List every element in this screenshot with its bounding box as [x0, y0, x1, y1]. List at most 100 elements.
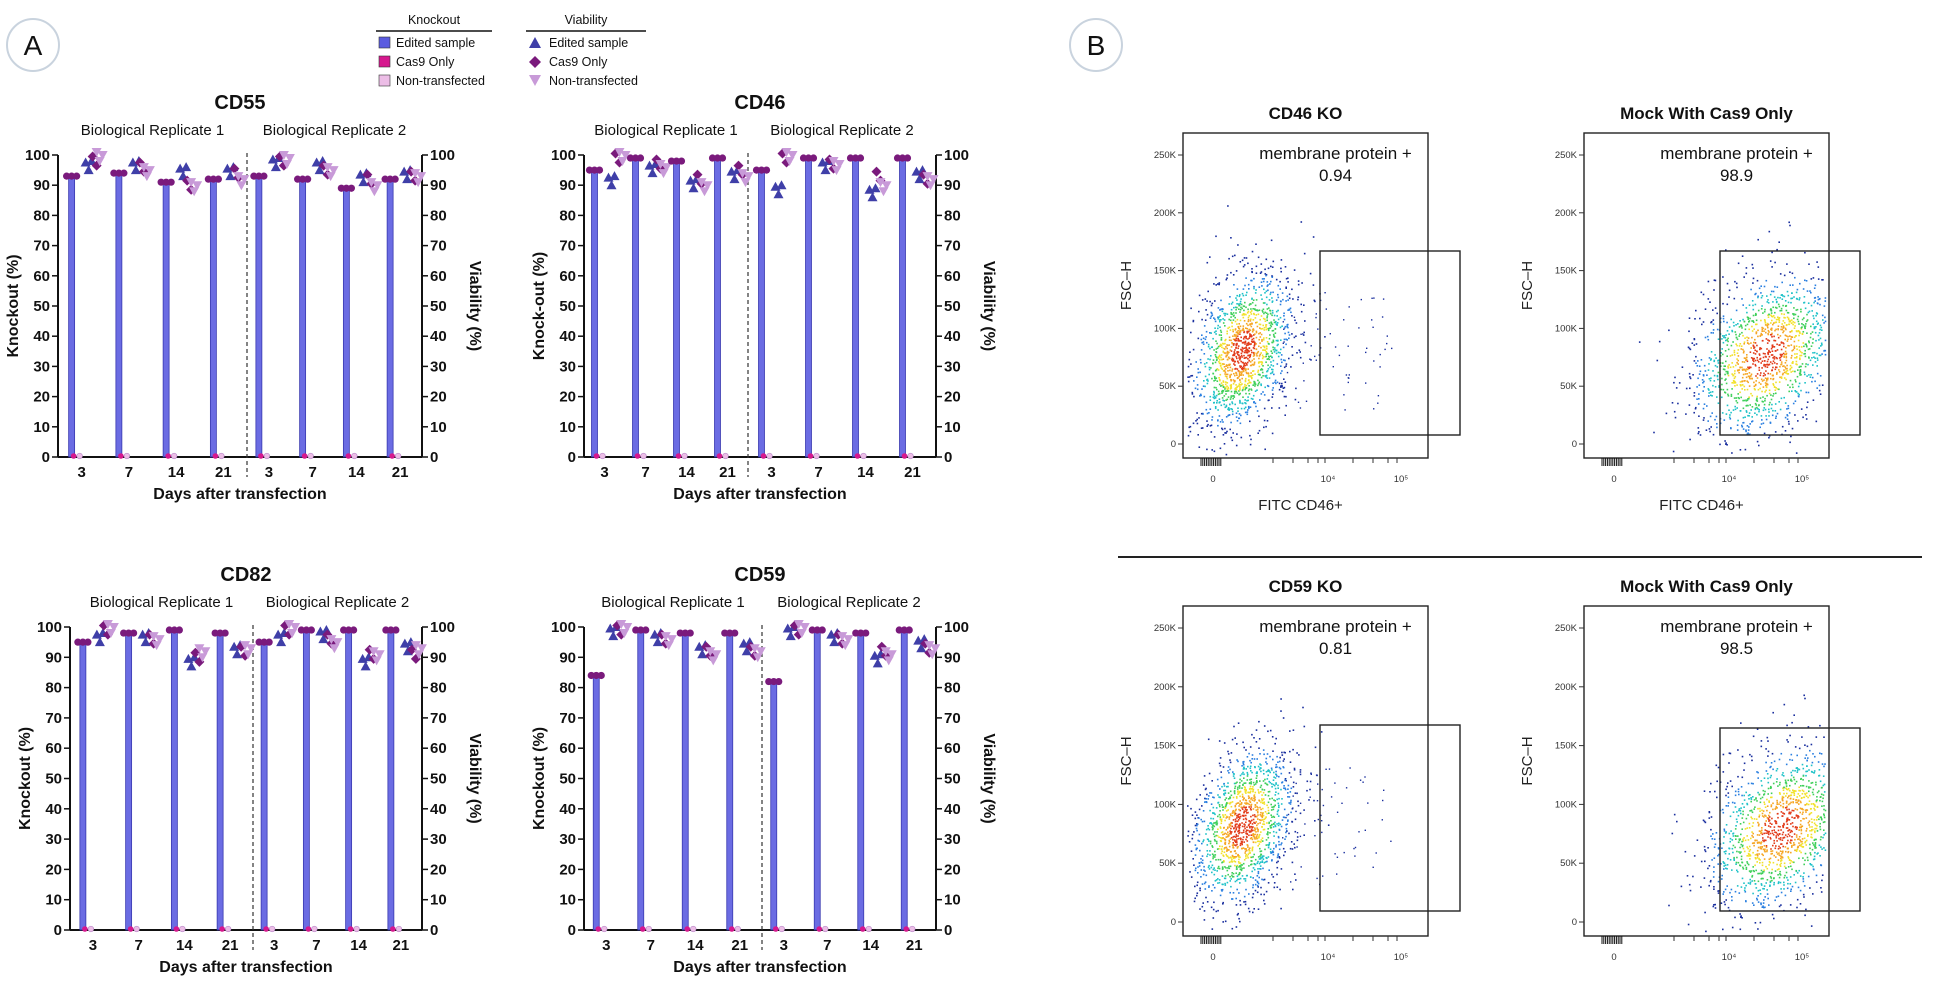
flow-event — [1299, 771, 1302, 773]
flow-event — [1681, 366, 1684, 368]
y-tick-label: 50 — [559, 771, 576, 788]
flow-event — [1212, 359, 1215, 361]
flow-event — [1244, 806, 1246, 809]
flow-event — [1714, 364, 1717, 367]
flow-event — [1364, 776, 1366, 778]
flow-event — [1211, 416, 1214, 418]
flow-event — [1718, 385, 1720, 387]
flow-event — [1210, 332, 1212, 334]
flow-event — [1265, 770, 1268, 773]
flow-event — [1205, 330, 1208, 333]
flow-event — [1206, 300, 1208, 302]
viability-non-transfected — [326, 635, 337, 645]
flow-event — [1697, 427, 1700, 429]
flow-event — [1218, 282, 1221, 284]
replicate-label: Biological Replicate 1 — [81, 122, 224, 139]
point-cas9-only — [816, 926, 823, 932]
viability-edited-sample — [870, 183, 881, 193]
flow-event — [1232, 811, 1234, 814]
flow-event — [1215, 910, 1218, 913]
flow-event — [1305, 400, 1308, 402]
flow-event — [1308, 799, 1310, 801]
flow-event — [1254, 317, 1257, 319]
flow-event — [1252, 340, 1255, 343]
viability-edited-sample — [232, 649, 243, 659]
flow-event — [1234, 737, 1236, 739]
flow-event — [1243, 314, 1245, 316]
y-tick-label: 60 — [45, 740, 62, 757]
flow-event — [1235, 334, 1237, 336]
flow-y-axis-label: FSC–H — [1118, 261, 1135, 310]
flow-event — [1206, 901, 1209, 903]
flow-event — [1235, 270, 1238, 272]
flow-event — [1785, 368, 1787, 370]
flow-event — [1224, 875, 1227, 877]
flow-event — [1234, 785, 1237, 788]
flow-event — [1271, 873, 1273, 876]
flow-event — [1712, 370, 1714, 372]
viability-non-transfected — [619, 629, 630, 639]
flow-event — [1804, 326, 1806, 329]
flow-event — [1277, 309, 1279, 312]
flow-event — [1725, 413, 1728, 415]
flow-event — [1285, 831, 1287, 834]
flow-event — [1674, 416, 1677, 419]
flow-event — [1758, 354, 1761, 356]
flow-event — [1726, 344, 1729, 346]
flow-event — [1201, 862, 1204, 864]
flow-event — [1726, 388, 1729, 391]
flow-event — [1771, 315, 1774, 318]
flow-event — [1306, 789, 1308, 792]
flow-event — [1238, 813, 1241, 816]
flow-event — [1302, 706, 1304, 709]
flow-event — [1258, 747, 1260, 749]
flow-event — [1783, 396, 1785, 399]
flow-event — [1221, 397, 1224, 399]
flow-event — [1375, 852, 1377, 854]
flow-event — [1698, 431, 1700, 433]
flow-event — [1701, 323, 1703, 326]
flow-event — [1254, 883, 1257, 886]
flow-event — [1212, 833, 1215, 835]
bar-edited-sample — [68, 175, 76, 458]
flow-event — [1746, 368, 1749, 371]
flow-event — [1697, 360, 1699, 362]
flow-event — [1230, 271, 1232, 274]
flow-event — [1802, 288, 1805, 290]
flow-event — [1280, 842, 1283, 844]
flow-event — [1295, 810, 1297, 813]
flow-event — [1764, 353, 1766, 355]
flow-event — [1212, 827, 1214, 830]
flow-event — [1234, 403, 1236, 406]
flow-event — [1239, 402, 1241, 404]
flow-event — [1241, 350, 1243, 352]
flow-event — [1776, 357, 1778, 360]
flow-event — [1232, 360, 1235, 362]
point-non-transfected — [76, 452, 83, 460]
y2-axis-label: Viability (%) — [466, 261, 483, 351]
viability-non-transfected — [284, 154, 295, 164]
flow-event — [1242, 818, 1245, 821]
flow-event — [1752, 304, 1754, 307]
flow-event — [1252, 835, 1255, 837]
point-non-transfected — [909, 925, 916, 933]
flow-event — [1334, 853, 1336, 855]
flow-event — [1297, 280, 1300, 282]
flow-event — [1239, 774, 1242, 777]
flow-event — [1243, 264, 1246, 266]
flow-event — [1258, 323, 1261, 326]
flow-event — [1303, 331, 1305, 334]
flow-event — [1706, 405, 1708, 407]
flow-event — [1776, 371, 1778, 374]
flow-event — [1270, 355, 1272, 357]
flow-event — [1733, 382, 1735, 384]
flow-event — [1757, 408, 1759, 410]
flow-event — [1239, 340, 1241, 342]
flow-event — [1203, 380, 1205, 382]
flow-event — [1272, 822, 1275, 825]
flow-event — [1254, 827, 1256, 829]
flow-event — [1187, 835, 1189, 837]
flow-event — [1794, 370, 1796, 373]
flow-event — [1693, 360, 1696, 362]
panel-label-a-circle — [6, 18, 60, 72]
